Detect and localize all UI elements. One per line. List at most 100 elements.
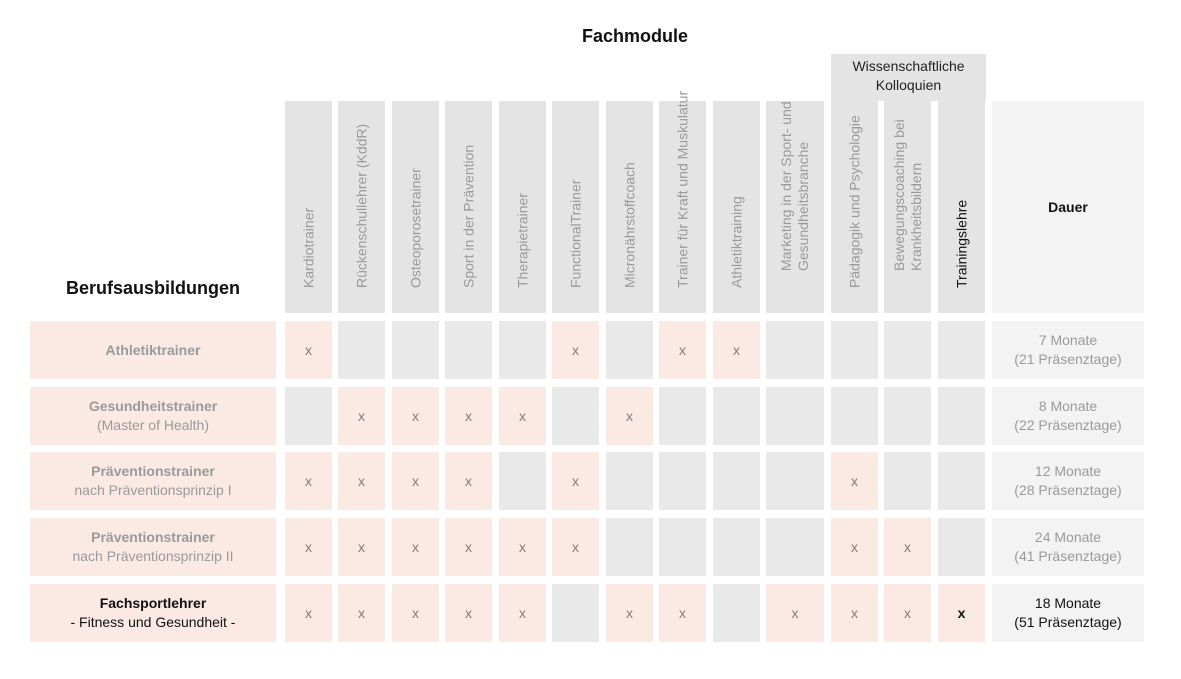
matrix-cell-marked: x [499,518,546,576]
matrix-cell [659,452,706,510]
column-header-label: Rückenschullehrer (KddR) [353,123,369,288]
duration-cell: 12 Monate (28 Präsenztage) [992,452,1144,510]
matrix-cell [713,518,760,576]
matrix-cell-marked: x [499,584,546,642]
row-label: Athletiktrainer [30,321,276,379]
matrix-cell-marked: x [445,387,492,445]
duration-days: (22 Präsenztage) [1014,417,1122,433]
column-header: Rückenschullehrer (KddR) [338,101,385,313]
column-header-label: Kardiotrainer [300,207,316,288]
duration-months: 7 Monate [1038,332,1098,348]
matrix-cell [445,321,492,379]
matrix-cell [659,518,706,576]
column-header-label: Osteoporosetrainer [407,168,423,288]
matrix-cell-marked: x [606,584,653,642]
duration-months: 8 Monate [1038,398,1098,414]
duration-days: (41 Präsenztage) [1014,548,1122,564]
row-label-sub: - Fitness und Gesundheit - [70,614,236,630]
matrix-cell-marked: x [285,584,332,642]
matrix-cell-marked: x [392,518,439,576]
matrix-cell [938,387,985,445]
row-label-name: Athletiktrainer [105,341,201,358]
matrix-cell [338,321,385,379]
matrix-cell [606,518,653,576]
row-label: Gesundheitstrainer (Master of Health) [30,387,276,445]
matrix-cell-marked: x [884,518,931,576]
matrix-cell-marked: x [392,452,439,510]
matrix-cell-marked: x [831,584,878,642]
matrix-cell [392,321,439,379]
column-header: Bewegungscoaching bei Krankheitsbildern [884,101,931,313]
matrix-cell [766,518,824,576]
matrix-cell [606,452,653,510]
fachmodule-title: Fachmodule [581,26,688,46]
matrix-cell-marked: x [445,584,492,642]
column-header: Therapietrainer [499,101,546,313]
duration-cell: 7 Monate (21 Präsenztage) [992,321,1144,379]
matrix-cell [713,584,760,642]
matrix-cell [285,387,332,445]
column-header: Sport in der Prävention [445,101,492,313]
matrix-cell [831,387,878,445]
matrix-cell [499,321,546,379]
matrix-cell [552,387,599,445]
matrix-cell-marked: x [831,518,878,576]
column-header: Trainer für Kraft und Muskulatur [659,91,706,313]
column-header-label: FunctionalTrainer [567,179,583,288]
row-label-name: Präventionstrainer [91,463,215,479]
matrix-cell [713,387,760,445]
column-header-label: Trainingslehre [953,199,969,288]
matrix-cell [831,321,878,379]
column-header: FunctionalTrainer [552,101,599,313]
matrix-cell-marked: x [552,518,599,576]
duration-months: 24 Monate [1034,529,1102,545]
column-header: Osteoporosetrainer [392,101,439,313]
matrix-cell-marked: x [285,452,332,510]
matrix-cell-marked: x [499,387,546,445]
matrix-cell-marked: x [338,518,385,576]
matrix-cell [884,452,931,510]
matrix-cell-marked: x [659,584,706,642]
duration-cell: 8 Monate (22 Präsenztage) [992,387,1144,445]
matrix-cell-marked: x [285,518,332,576]
duration-months: 18 Monate [1034,595,1102,611]
matrix-cell [713,452,760,510]
dauer-header: Dauer [992,101,1144,313]
matrix-cell [884,387,931,445]
duration-cell: 24 Monate (41 Präsenztage) [992,518,1144,576]
matrix-cell-marked: x [445,518,492,576]
matrix-cell-marked: x [338,452,385,510]
row-label-name: Präventionstrainer [91,529,215,545]
matrix-cell-marked: x [552,321,599,379]
matrix-cell-marked: x [445,452,492,510]
matrix-cell-marked: x [659,321,706,379]
duration-days: (28 Präsenztage) [1014,482,1122,498]
row-label-sub: (Master of Health) [96,417,210,433]
matrix-cell-marked: x [766,584,824,642]
row-label: Präventionstrainer nach Präventionsprinzi… [30,452,276,510]
duration-months: 12 Monate [1034,463,1102,479]
row-label-sub: nach Präventionsprinzip I [74,482,232,498]
column-header: Pädagogik und Psychologie [831,101,878,313]
column-header: Marketing in der Sport- und Gesundheitsb… [766,101,824,313]
matrix-cell-marked: x [606,387,653,445]
matrix-cell [766,387,824,445]
kolloquien-group-label: Wissenschaftliche Kolloquien [831,54,986,101]
matrix-cell-marked: x [831,452,878,510]
matrix-cell-marked: x [338,584,385,642]
matrix-cell [659,387,706,445]
matrix-cell [606,321,653,379]
row-label: Präventionstrainer nach Präventionsprinzi… [30,518,276,576]
matrix-cell [766,321,824,379]
matrix-cell-marked: x [552,452,599,510]
duration-days: (21 Präsenztage) [1014,351,1122,367]
matrix-cell-marked: x [938,584,985,642]
matrix-cell-marked: x [392,387,439,445]
column-header: Kardiotrainer [285,101,332,313]
column-header-label: Bewegungscoaching bei Krankheitsbildern [890,119,924,271]
column-header-label: Micronährstoffcoach [621,162,637,288]
matrix-cell-marked: x [338,387,385,445]
column-header-label: Pädagogik und Psychologie [846,115,862,288]
column-header-label: Sport in der Prävention [460,144,476,288]
matrix-cell-marked: x [392,584,439,642]
